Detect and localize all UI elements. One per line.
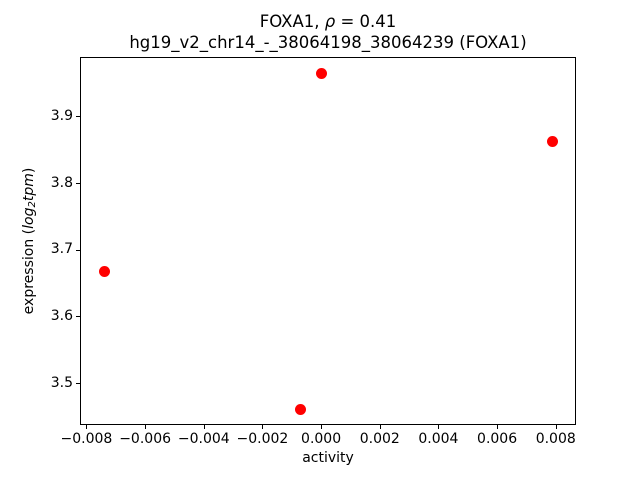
x-tick-label: 0.008 [535,431,576,447]
y-tick-mark [76,383,80,384]
x-tick-mark [556,425,557,429]
y-axis-label-suffix: ) [21,167,37,174]
y-axis-label: expression (log2tpm) [21,168,41,315]
x-axis-label: activity [302,450,354,466]
x-tick-mark [438,425,439,429]
x-tick-label: 0.002 [359,431,400,447]
y-axis-label-prefix: expression ( [21,228,37,315]
chart-subtitle: hg19_v2_chr14_-_38064198_38064239 (FOXA1… [129,32,527,52]
x-tick-mark [86,425,87,429]
scatter-point [547,135,559,147]
scatter-point [315,68,327,80]
y-tick-label: 3.6 [50,307,73,324]
y-tick-label: 3.7 [50,241,73,258]
scatter-point [98,265,110,277]
chart-title-block: FOXA1, ρ = 0.41 hg19_v2_chr14_-_38064198… [80,12,576,53]
chart-title-rho: ρ [324,12,336,31]
chart-title-suffix: = 0.41 [335,12,397,31]
x-tick-label: 0.000 [301,431,342,447]
y-tick-mark [76,183,80,184]
y-axis-label-tpm: tpm [21,173,37,202]
x-tick-mark [145,425,146,429]
chart-title: FOXA1, ρ = 0.41 [80,12,576,33]
y-tick-label: 3.5 [50,374,73,391]
x-tick-label: −0.006 [119,431,172,447]
y-axis-label-sub: 2 [27,201,38,208]
y-tick-mark [76,316,80,317]
x-tick-label: 0.006 [477,431,518,447]
x-tick-label: −0.002 [236,431,289,447]
x-tick-mark [497,425,498,429]
x-tick-mark [262,425,263,429]
x-tick-mark [321,425,322,429]
y-tick-mark [76,116,80,117]
scatter-point [295,403,307,415]
y-tick-mark [76,250,80,251]
x-tick-label: −0.004 [177,431,230,447]
y-tick-label: 3.8 [50,174,73,191]
x-tick-mark [204,425,205,429]
chart-title-prefix: FOXA1, [259,12,325,31]
x-tick-label: −0.008 [60,431,113,447]
x-tick-mark [380,425,381,429]
plot-area [80,57,576,425]
y-tick-label: 3.9 [50,107,73,124]
y-axis-label-log: log [21,207,37,229]
x-tick-label: 0.004 [418,431,459,447]
